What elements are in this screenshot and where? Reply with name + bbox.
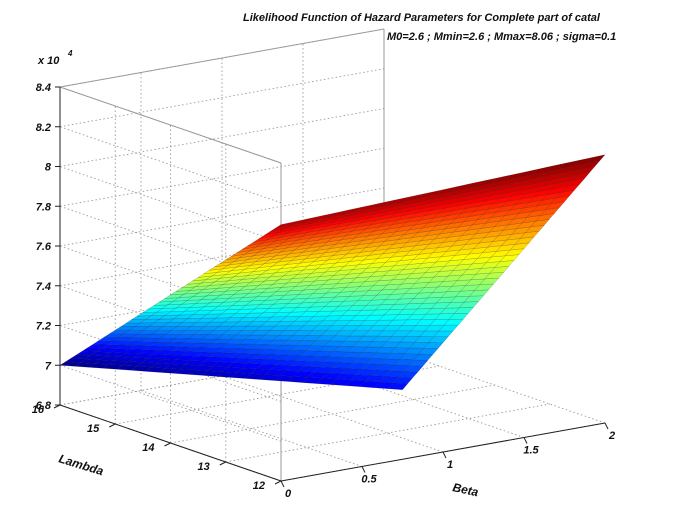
y-tick-mark — [109, 423, 116, 428]
grid-line — [59, 68, 385, 128]
z-exponent-power: 4 — [67, 49, 73, 58]
box-edge — [59, 86, 282, 164]
x-tick-mark — [442, 451, 447, 459]
x-axis-label: Beta — [451, 480, 480, 499]
z-tick-label: 8.2 — [36, 122, 51, 134]
grid-line — [221, 375, 444, 453]
x-tick-mark — [604, 422, 609, 430]
grid-line — [59, 245, 282, 323]
z-tick-label: 7.2 — [36, 321, 51, 333]
grid-line — [59, 108, 385, 167]
z-tick-label: 8.4 — [36, 82, 51, 94]
z-tick-label: 7.6 — [36, 241, 52, 253]
y-tick-label: 16 — [32, 404, 45, 416]
z-tick-label: 7.4 — [36, 281, 51, 293]
grid-line — [59, 205, 282, 283]
grid-line — [59, 126, 282, 204]
x-tick-mark — [523, 437, 528, 444]
x-tick-label: 2 — [608, 430, 615, 442]
grid-line — [59, 364, 282, 442]
y-tick-mark — [219, 461, 226, 466]
grid-line — [59, 166, 282, 243]
z-tick-label: 6.8 — [36, 400, 52, 412]
grid-line — [140, 390, 363, 467]
grid-line — [59, 147, 385, 207]
x-tick-label: 1 — [447, 459, 453, 471]
y-tick-label: 14 — [142, 442, 154, 454]
z-exponent-label: x 10 — [37, 55, 60, 67]
grid-line — [225, 403, 550, 463]
axis-layer: 0 0.5 1 1.5 2 12 13 14 15 166.8 7 7.2 7.4 7.6 7.8 8 8.2 8… — [32, 82, 615, 500]
z-tick-label: 8 — [45, 162, 52, 174]
chart-subtitle: M0=2.6 ; Mmin=2.6 ; Mmax=8.06 ; sigma=0.… — [387, 31, 617, 43]
grid-line — [115, 365, 440, 425]
grid-line — [59, 187, 385, 247]
y-tick-label: 12 — [253, 480, 265, 492]
z-tick-label: 7.8 — [36, 201, 52, 213]
x-tick-mark — [280, 480, 285, 488]
chart-title: Likelihood Function of Hazard Parameters… — [243, 12, 600, 24]
surface-patch — [585, 154, 606, 164]
y-tick-mark — [164, 442, 171, 447]
z-tick-label: 7 — [45, 360, 52, 372]
y-axis-label: Lambda — [57, 451, 105, 478]
grid-line — [302, 361, 525, 438]
y-tick-label: 15 — [87, 423, 100, 435]
y-tick-label: 13 — [198, 461, 210, 473]
box-edge — [59, 28, 385, 88]
grid-line — [59, 227, 385, 287]
x-tick-label: 0.5 — [361, 474, 377, 486]
x-tick-mark — [361, 466, 366, 473]
x-tick-label: 0 — [285, 488, 292, 500]
grid-line — [383, 346, 606, 424]
x-tick-label: 1.5 — [523, 445, 539, 457]
y-tick-mark — [274, 480, 282, 485]
surface-layer — [59, 154, 606, 390]
